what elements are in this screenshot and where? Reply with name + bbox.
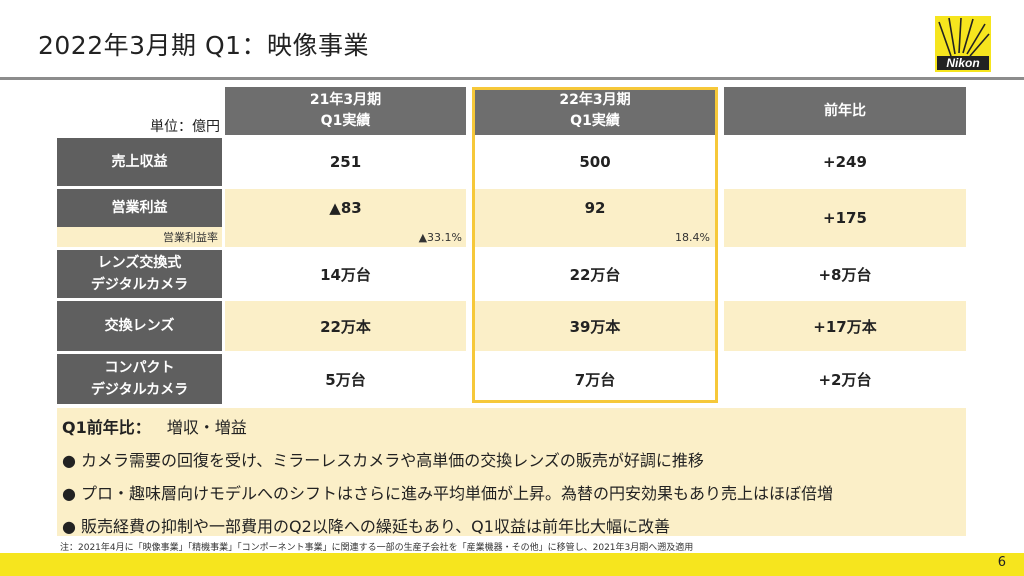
row-label-ilc: レンズ交換式 デジタルカメラ bbox=[57, 250, 222, 298]
footnote: 注：2021年4月に「映像事業」「精機事業」「コンポーネント事業」に関連する一部… bbox=[60, 543, 694, 553]
summary-heading-bold: Q1前年比： bbox=[62, 418, 151, 437]
revenue-curr: 500 bbox=[472, 138, 718, 186]
title-divider bbox=[0, 77, 1024, 80]
op-profit-prev: ▲83 bbox=[225, 189, 466, 227]
row-label-revenue: 売上収益 bbox=[57, 138, 222, 186]
revenue-yoy: +249 bbox=[724, 138, 966, 186]
margin-prev: ▲33.1% bbox=[225, 227, 466, 247]
summary-heading: Q1前年比： 増収・増益 bbox=[62, 414, 247, 438]
compact-prev: 5万台 bbox=[225, 354, 466, 404]
summary-bullet: ● 販売経費の抑制や一部費用のQ2以降への繰延もあり、Q1収益は前年比大幅に改善 bbox=[62, 517, 670, 536]
column-header-curr-line2: Q1実績 bbox=[570, 113, 620, 129]
row-label-lens: 交換レンズ bbox=[57, 301, 222, 351]
summary-bullet-text: プロ・趣味層向けモデルへのシフトはさらに進み平均単価が上昇。為替の円安効果もあり… bbox=[81, 484, 834, 503]
column-header-curr: 22年3月期 Q1実績 bbox=[472, 87, 718, 135]
footer-bar bbox=[0, 553, 1024, 576]
lens-curr: 39万本 bbox=[472, 301, 718, 351]
summary-bullet-text: 販売経費の抑制や一部費用のQ2以降への繰延もあり、Q1収益は前年比大幅に改善 bbox=[81, 517, 670, 536]
row-label-compact-line2: デジタルカメラ bbox=[90, 382, 189, 398]
nikon-logo: Nikon bbox=[935, 16, 991, 72]
summary-bullet: ● カメラ需要の回復を受け、ミラーレスカメラや高単価の交換レンズの販売が好調に推… bbox=[62, 451, 704, 470]
logo-text: Nikon bbox=[946, 56, 979, 70]
ilc-prev: 14万台 bbox=[225, 250, 466, 298]
revenue-prev: 251 bbox=[225, 138, 466, 186]
column-header-yoy: 前年比 bbox=[724, 87, 966, 135]
row-label-compact-line1: コンパクト bbox=[104, 360, 175, 376]
summary-bullet-text: カメラ需要の回復を受け、ミラーレスカメラや高単価の交換レンズの販売が好調に推移 bbox=[81, 451, 704, 470]
page-title: 2022年3月期 Q1：映像事業 bbox=[38, 31, 370, 60]
lens-yoy: +17万本 bbox=[724, 301, 966, 351]
summary-box bbox=[57, 408, 966, 536]
unit-label: 単位：億円 bbox=[150, 119, 220, 135]
ilc-curr: 22万台 bbox=[472, 250, 718, 298]
row-label-ilc-line2: デジタルカメラ bbox=[90, 277, 189, 293]
margin-curr: 18.4% bbox=[472, 227, 718, 247]
column-header-prev-line2: Q1実績 bbox=[320, 113, 371, 129]
column-header-curr-line1: 22年3月期 bbox=[559, 92, 631, 108]
compact-curr: 7万台 bbox=[472, 354, 718, 404]
compact-yoy: +2万台 bbox=[724, 354, 966, 404]
margin-label: 営業利益率 bbox=[57, 227, 222, 247]
page-number: 6 bbox=[997, 555, 1006, 570]
row-label-ilc-line1: レンズ交換式 bbox=[97, 255, 182, 271]
ilc-yoy: +8万台 bbox=[724, 250, 966, 298]
column-header-prev-line1: 21年3月期 bbox=[309, 92, 382, 108]
summary-heading-text: 増収・増益 bbox=[166, 418, 247, 437]
op-profit-curr: 92 bbox=[472, 189, 718, 227]
row-label-op-profit: 営業利益 bbox=[57, 189, 222, 227]
summary-bullet: ● プロ・趣味層向けモデルへのシフトはさらに進み平均単価が上昇。為替の円安効果も… bbox=[62, 484, 834, 503]
column-header-prev: 21年3月期 Q1実績 bbox=[225, 87, 466, 135]
op-profit-yoy: +175 bbox=[724, 189, 966, 247]
lens-prev: 22万本 bbox=[225, 301, 466, 351]
row-label-compact: コンパクト デジタルカメラ bbox=[57, 354, 222, 404]
